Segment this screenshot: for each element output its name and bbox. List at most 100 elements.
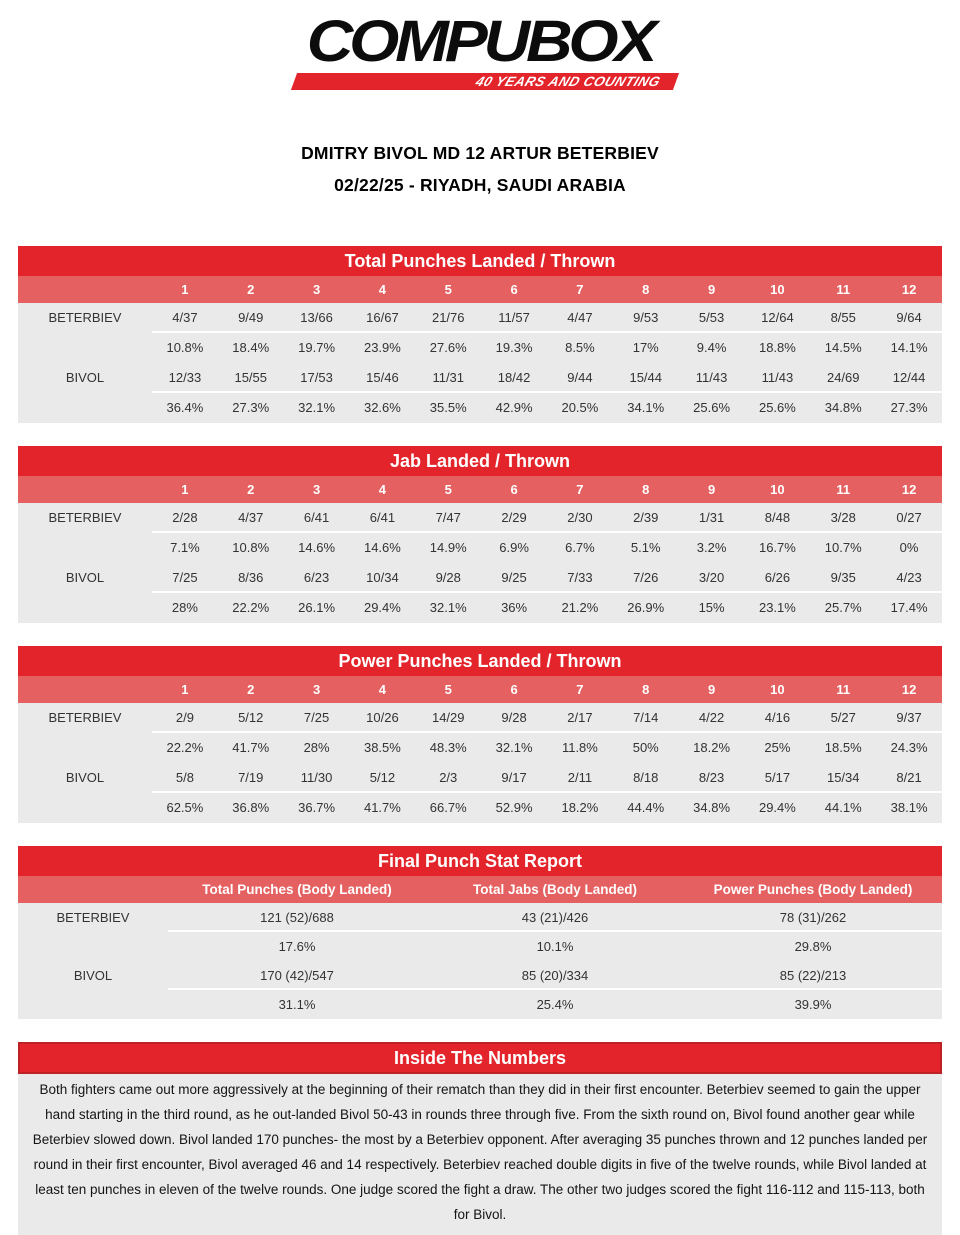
inside-title: Inside The Numbers [18, 1042, 942, 1074]
round-header: 9 [678, 276, 745, 303]
stat-cell: 7/19 [217, 763, 284, 793]
stat-cell: 11/31 [415, 363, 482, 393]
stat-cell: 12/33 [152, 363, 218, 393]
round-header: 7 [547, 476, 613, 503]
stat-cell: 8/23 [678, 763, 745, 793]
stat-cell: 14.9% [415, 533, 482, 563]
round-header: 1 [152, 676, 218, 703]
stat-cell: 26.1% [283, 593, 350, 623]
stat-cell: 7.1% [152, 533, 218, 563]
stat-cell: 34.8% [678, 793, 745, 823]
stat-cell: 19.7% [283, 333, 350, 363]
fighter-name: BIVOL [18, 763, 152, 793]
round-header: 4 [349, 476, 416, 503]
round-grid: 1 2 3 4 5 6 7 8 9 10 11 12 BETERBIEV 4/37 9/49 13/66 16/… [18, 276, 942, 423]
round-header: 12 [876, 676, 942, 703]
stat-cell: 17% [612, 333, 679, 363]
stat-cell: 8/48 [744, 503, 811, 533]
stat-cell: 2/3 [415, 763, 482, 793]
fighter-name-spacer [18, 932, 168, 961]
final-stat-cell: 78 (31)/262 [684, 903, 942, 932]
round-header: 10 [744, 676, 811, 703]
stat-cell: 9/17 [481, 763, 547, 793]
final-grid: Total Punches (Body Landed) Total Jabs (B… [18, 876, 942, 1019]
final-column-header: Power Punches (Body Landed) [684, 876, 942, 903]
stat-cell: 32.1% [283, 393, 350, 423]
fighter-name-spacer [18, 990, 168, 1019]
stat-cell: 17.4% [876, 593, 942, 623]
stat-cell: 34.1% [612, 393, 679, 423]
inside-summary-text: Both fighters came out more aggressively… [18, 1074, 942, 1235]
final-stat-cell: 43 (21)/426 [426, 903, 684, 932]
stat-cell: 25% [744, 733, 811, 763]
stat-cell: 2/29 [481, 503, 547, 533]
stat-cell: 9/44 [547, 363, 613, 393]
stat-cell: 8.5% [547, 333, 613, 363]
round-header: 5 [415, 276, 482, 303]
stat-cell: 4/47 [547, 303, 613, 333]
stat-cell: 14/29 [415, 703, 482, 733]
fighter-name-spacer [18, 333, 152, 363]
round-header: 1 [152, 476, 218, 503]
stat-cell: 5/12 [349, 763, 416, 793]
stat-cell: 5/27 [810, 703, 877, 733]
stat-cell: 26.9% [612, 593, 679, 623]
fighter-name: BIVOL [18, 961, 168, 990]
round-header: 8 [612, 476, 679, 503]
stat-cell: 12/64 [744, 303, 811, 333]
stat-cell: 2/30 [547, 503, 613, 533]
stat-cell: 32.1% [415, 593, 482, 623]
fighter-name: BETERBIEV [18, 703, 152, 733]
table-title: Power Punches Landed / Thrown [18, 646, 942, 676]
table-final-report: Final Punch Stat Report Total Punches (B… [18, 846, 942, 1019]
logo-tagline: 40 YEARS AND COUNTING [473, 74, 663, 89]
stat-cell: 18.5% [810, 733, 877, 763]
stat-cell: 6.7% [547, 533, 613, 563]
stat-cell: 35.5% [415, 393, 482, 423]
stat-cell: 27.3% [217, 393, 284, 423]
stat-cell: 17/53 [283, 363, 350, 393]
final-column-header: Total Jabs (Body Landed) [426, 876, 684, 903]
logo-area: COMPUBOX 40 YEARS AND COUNTING [18, 0, 942, 91]
round-grid: 1 2 3 4 5 6 7 8 9 10 11 12 BETERBIEV 2/9 5/12 7/25 10/26… [18, 676, 942, 823]
round-header: 9 [678, 476, 745, 503]
stat-cell: 7/47 [415, 503, 482, 533]
round-header: 2 [217, 476, 284, 503]
stat-cell: 7/26 [612, 563, 679, 593]
stat-cell: 11/43 [744, 363, 811, 393]
round-header: 2 [217, 676, 284, 703]
stat-cell: 48.3% [415, 733, 482, 763]
round-header: 10 [744, 476, 811, 503]
stat-cell: 7/25 [152, 563, 218, 593]
fighter-name-spacer [18, 533, 152, 563]
stat-cell: 36.7% [283, 793, 350, 823]
fighter-name: BETERBIEV [18, 903, 168, 932]
stat-cell: 32.1% [481, 733, 547, 763]
stat-cell: 15/44 [612, 363, 679, 393]
stat-cell: 16/67 [349, 303, 416, 333]
stat-cell: 9/28 [415, 563, 482, 593]
table-title: Jab Landed / Thrown [18, 446, 942, 476]
round-header: 1 [152, 276, 218, 303]
stat-cell: 42.9% [481, 393, 547, 423]
round-header: 11 [810, 476, 877, 503]
stat-cell: 14.6% [283, 533, 350, 563]
stat-cell: 20.5% [547, 393, 613, 423]
stat-cell: 10/34 [349, 563, 416, 593]
stat-cell: 12/44 [876, 363, 942, 393]
stat-cell: 4/23 [876, 563, 942, 593]
fighter-name-spacer [18, 793, 152, 823]
stat-cell: 25.7% [810, 593, 877, 623]
round-header: 11 [810, 676, 877, 703]
stat-cell: 14.5% [810, 333, 877, 363]
stat-cell: 5/17 [744, 763, 811, 793]
stat-cell: 6/26 [744, 563, 811, 593]
stat-cell: 4/37 [152, 303, 218, 333]
fight-title-line2: 02/22/25 - RIYADH, SAUDI ARABIA [334, 175, 626, 195]
final-stat-cell: 17.6% [168, 932, 426, 961]
stat-cell: 15% [678, 593, 745, 623]
compubox-wordmark: COMPUBOX [306, 9, 658, 74]
stat-cell: 44.1% [810, 793, 877, 823]
round-header: 12 [876, 476, 942, 503]
fight-title: DMITRY BIVOL MD 12 ARTUR BETERBIEV 02/22… [18, 137, 942, 201]
